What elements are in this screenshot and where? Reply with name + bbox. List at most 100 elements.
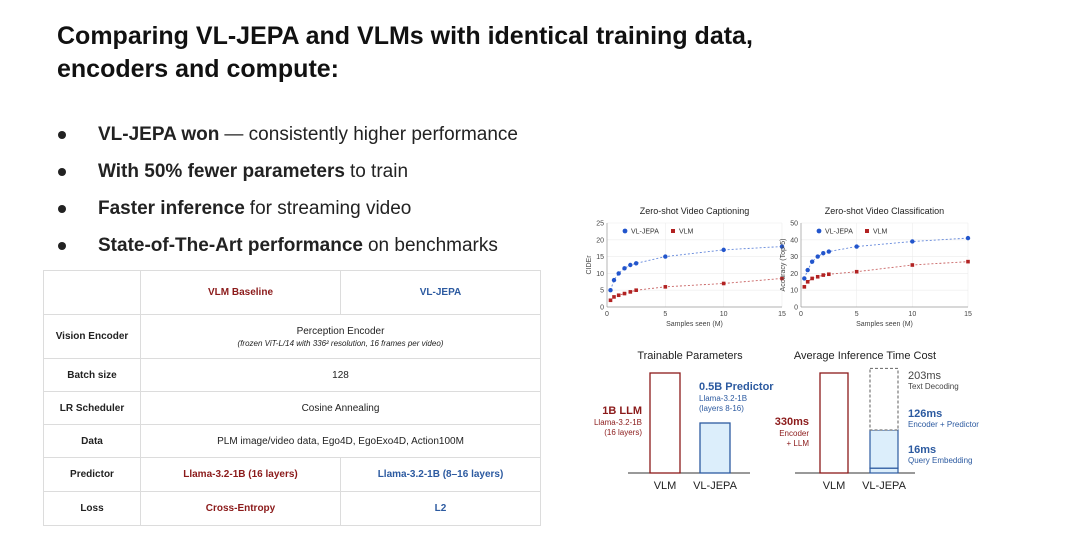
x-tick-label: 0 <box>605 311 609 318</box>
data-point <box>780 276 784 281</box>
table-cell: 128 <box>140 358 541 392</box>
row-label: Data <box>43 424 141 458</box>
table-row: Vision Encoder Perception Encoder (froze… <box>43 314 541 359</box>
table-cell: Llama-3.2-1B (8–16 layers) <box>340 457 541 492</box>
bullet-dot-icon <box>58 167 66 176</box>
bullet-dot-icon <box>58 130 66 139</box>
y-tick-label: 5 <box>600 288 604 295</box>
bullet-text: to train <box>349 160 409 182</box>
data-point <box>611 277 617 283</box>
bullet-item: Faster inference for streaming video <box>58 190 518 227</box>
data-point <box>628 290 633 294</box>
data-point <box>608 298 613 303</box>
x-tick-label: 0 <box>799 311 803 318</box>
captioning-chart: Zero-shot Video Captioning 0 5 10 15 20 25 0 5 10… <box>586 206 786 328</box>
chart-title: Trainable Parameters <box>637 350 743 362</box>
legend-label: VL-JEPA <box>825 229 853 236</box>
data-point <box>612 295 616 299</box>
x-category-label: VL-JEPA <box>862 480 906 492</box>
column-header-vlm: VLM Baseline <box>140 270 341 315</box>
bar <box>649 372 681 474</box>
bullet-bold: With 50% fewer parameters <box>98 160 345 182</box>
y-tick-label: 10 <box>790 288 798 295</box>
bar-sublabel: + LLM <box>787 439 810 448</box>
x-tick-label: 10 <box>720 311 728 318</box>
y-tick-label: 20 <box>596 237 604 244</box>
y-tick-label: 0 <box>794 305 798 312</box>
x-tick-label: 15 <box>964 311 972 318</box>
data-point <box>821 273 826 277</box>
x-tick-label: 15 <box>778 311 786 318</box>
bar-sublabel: Llama-3.2-1B <box>699 394 747 403</box>
bullet-dot-icon <box>58 241 66 250</box>
x-tick-label: 5 <box>855 311 859 318</box>
bar-sublabel: (layers 8-16) <box>699 404 744 413</box>
row-label: Loss <box>43 491 141 526</box>
data-point <box>966 259 970 264</box>
data-point <box>854 269 859 274</box>
table-cell: Perception Encoder (frozen ViT-L/14 with… <box>140 314 541 359</box>
column-header-jepa: VL-JEPA <box>340 270 541 315</box>
x-category-label: VL-JEPA <box>693 480 737 492</box>
bullet-text: for streaming video <box>249 197 412 219</box>
y-tick-label: 0 <box>600 305 604 312</box>
x-tick-label: 10 <box>908 311 916 318</box>
table-cell: Cosine Annealing <box>140 391 541 425</box>
table-cell: Llama-3.2-1B (16 layers) <box>140 457 341 492</box>
bullet-text: on benchmarks <box>367 234 498 256</box>
bar <box>819 372 849 474</box>
x-axis-label: Samples seen (M) <box>666 321 723 328</box>
legend-marker <box>671 229 675 233</box>
row-label: Predictor <box>43 457 141 492</box>
y-tick-label: 30 <box>790 254 798 261</box>
data-point <box>826 249 832 254</box>
bar-sublabel: (16 layers) <box>604 428 642 437</box>
data-point <box>821 251 826 256</box>
row-label: Vision Encoder <box>43 314 141 359</box>
x-category-label: VLM <box>823 480 846 492</box>
bullet-text: — consistently higher performance <box>224 123 518 145</box>
bullet-bold: Faster inference <box>98 197 245 219</box>
y-tick-label: 50 <box>790 221 798 228</box>
x-tick-label: 5 <box>663 311 667 318</box>
bullet-item: With 50% fewer parameters to train <box>58 153 518 190</box>
legend-label: VL-JEPA <box>631 229 659 236</box>
segment-label: 126ms <box>908 408 942 420</box>
y-tick-label: 10 <box>596 271 604 278</box>
data-point <box>721 247 726 253</box>
table-cell: L2 <box>340 491 541 526</box>
chart-title: Zero-shot Video Captioning <box>640 206 749 216</box>
segment-desc: Query Embedding <box>908 456 972 465</box>
bullet-bold: VL-JEPA won <box>98 123 220 145</box>
table-corner <box>43 270 141 315</box>
bullet-list: VL-JEPA won — consistently higher perform… <box>58 116 518 264</box>
table-row: VLM Baseline VL-JEPA <box>43 270 541 315</box>
data-point <box>805 267 810 273</box>
data-point <box>910 263 915 267</box>
table-cell: PLM image/video data, Ego4D, EgoExo4D, A… <box>140 424 541 458</box>
row-label: LR Scheduler <box>43 391 141 425</box>
data-point <box>802 285 807 289</box>
legend-marker <box>816 228 822 234</box>
legend-marker <box>622 228 628 234</box>
inference-time-chart: Average Inference Time CostVLM330msEncod… <box>775 350 980 492</box>
chart-title: Average Inference Time Cost <box>794 350 936 362</box>
row-label: Batch size <box>43 358 141 392</box>
segment-desc: Encoder + Predictor <box>908 420 979 429</box>
y-tick-label: 40 <box>790 237 798 244</box>
bar-segment <box>869 429 899 469</box>
x-category-label: VLM <box>654 480 677 492</box>
series-line <box>610 246 783 291</box>
bullet-dot-icon <box>58 204 66 213</box>
cell-note: (frozen ViT-L/14 with 336² resolution, 1… <box>237 338 444 348</box>
table-row: Predictor Llama-3.2-1B (16 layers) Llama… <box>43 457 541 492</box>
comparison-table: VLM Baseline VL-JEPA Vision Encoder Perc… <box>43 270 541 526</box>
bar <box>699 422 731 474</box>
x-axis-label: Samples seen (M) <box>856 321 913 328</box>
data-point <box>805 280 810 284</box>
data-point <box>622 291 627 296</box>
y-tick-label: 20 <box>790 271 798 278</box>
bullet-item: State-of-The-Art performance on benchmark… <box>58 227 518 264</box>
bar-sublabel: Encoder <box>779 429 809 438</box>
